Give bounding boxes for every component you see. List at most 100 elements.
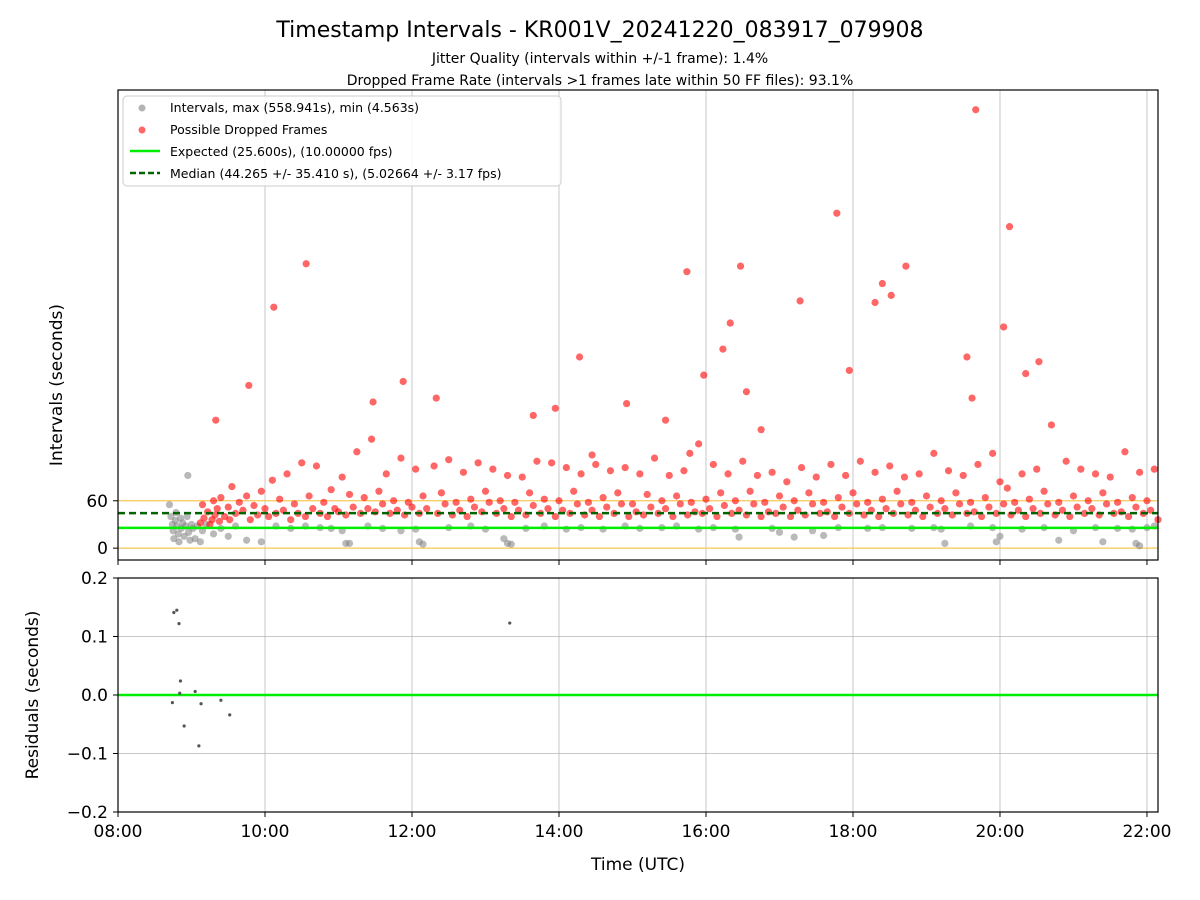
time-x-ticks: 08:00 10:00 12:00 14:00 16:00 18:00 20:00 22:00 <box>94 812 1171 842</box>
dropped-frame-point <box>922 492 931 500</box>
dropped-frame-point <box>320 498 328 506</box>
dropped-frame-point <box>555 497 563 505</box>
legend-marker-dropped <box>138 126 146 134</box>
dropped-frame-point <box>290 500 298 508</box>
interval-point <box>937 525 945 533</box>
dropped-frame-point <box>827 460 835 469</box>
interval-point <box>165 501 174 509</box>
dropped-frame-point <box>235 498 243 506</box>
dropped-frame-point <box>805 489 813 497</box>
interval-point <box>170 535 178 543</box>
dropped-frame-point <box>871 298 879 307</box>
dropped-frame-point <box>423 505 431 513</box>
interval-point <box>257 538 265 546</box>
interval-point <box>345 539 354 548</box>
dropped-frame-point <box>1099 489 1107 497</box>
dropped-frame-point <box>211 511 219 519</box>
intervals-axes-frame <box>117 89 1159 561</box>
dropped-frame-point <box>1128 493 1136 502</box>
dropped-frame-point <box>1073 503 1081 511</box>
dropped-frame-point <box>941 505 949 513</box>
dropped-frame-point <box>529 501 537 510</box>
dropped-frame-point <box>757 512 765 521</box>
dropped-frame-point <box>908 498 916 506</box>
time-x-tick-label: 16:00 <box>681 822 730 842</box>
interval-point <box>196 538 204 546</box>
dropped-frame-point <box>1113 498 1122 506</box>
dropped-frame-point <box>812 473 820 481</box>
dropped-frame-point <box>1132 503 1140 511</box>
dropped-frame-point <box>878 495 886 503</box>
interval-point <box>775 528 784 536</box>
dropped-frame-point <box>246 516 254 524</box>
interval-point <box>174 530 182 538</box>
dropped-frame-point <box>353 448 361 456</box>
dropped-frame-point <box>349 503 357 511</box>
legend-entry-median: Median (44.265 +/- 35.410 s), (5.02664 +… <box>170 166 501 181</box>
dropped-frame-point <box>683 268 691 276</box>
time-x-axis-label: Time (UTC) <box>590 855 685 875</box>
dropped-frame-point <box>1080 509 1089 517</box>
dropped-frame-point <box>702 495 710 503</box>
intervals-y-ticks: 0 60 <box>86 492 118 559</box>
dropped-frame-point <box>768 468 776 476</box>
dropped-frame-point <box>573 500 581 508</box>
dropped-frame-point <box>985 503 993 511</box>
dropped-frame-point <box>1088 505 1096 513</box>
dropped-frame-point <box>226 516 234 524</box>
dropped-frame-point <box>728 509 736 517</box>
dropped-frame-point <box>1029 505 1037 513</box>
dropped-frame-point <box>845 366 853 375</box>
dropped-frame-point <box>467 495 475 503</box>
legend-box <box>122 95 562 187</box>
intervals-y-axis-label: Intervals (seconds) <box>47 304 67 466</box>
interval-point <box>419 540 427 548</box>
dropped-frame-point <box>944 467 953 475</box>
dropped-frame-point <box>209 497 218 505</box>
dropped-frame-point <box>902 262 910 270</box>
dropped-frame-point <box>1040 487 1048 495</box>
dropped-frame-point <box>257 487 265 495</box>
residuals-y-ticks: −0.2 −0.1 0.0 0.1 0.2 <box>67 569 118 823</box>
residuals-y-tick-label: −0.2 <box>67 803 108 823</box>
dropped-frame-point <box>437 489 445 497</box>
dropped-frame-point <box>614 489 622 497</box>
dropped-frame-point <box>507 512 515 521</box>
dropped-frame-point <box>757 426 765 434</box>
dropped-frame-point <box>753 471 762 480</box>
dropped-frame-point <box>1047 421 1056 429</box>
dropped-frame-point <box>963 353 971 361</box>
dropped-frame-point <box>672 492 681 500</box>
dropped-frame-point <box>713 512 721 521</box>
dropped-frame-point <box>709 460 717 469</box>
dropped-frame-point <box>386 509 394 517</box>
dropped-frame-point <box>919 512 927 521</box>
legend-entry-dropped: Possible Dropped Frames <box>170 122 327 137</box>
dropped-frame-point <box>937 497 945 505</box>
interval-point <box>1055 536 1063 544</box>
dropped-frame-point <box>1091 470 1100 478</box>
time-x-tick-label: 18:00 <box>828 822 877 842</box>
dropped-frame-point <box>761 498 769 506</box>
dropped-frame-point <box>952 489 960 497</box>
dropped-frame-point <box>772 509 780 517</box>
intervals-panel: 0 60 Intervals (seconds) Intervals, max (… <box>47 89 1162 565</box>
dropped-frame-point <box>726 319 734 327</box>
dropped-frame-point <box>1150 465 1158 473</box>
interval-point <box>819 531 828 540</box>
dropped-frame-point <box>746 487 754 495</box>
dropped-frame-point <box>309 505 317 513</box>
residual-point <box>197 744 201 748</box>
dropped-frame-point <box>588 451 596 459</box>
dropped-frame-point <box>775 492 784 500</box>
dropped-frame-point <box>808 500 817 508</box>
dropped-frame-point <box>1036 509 1045 517</box>
dropped-frame-point <box>966 498 975 506</box>
dropped-frame-point <box>853 500 861 508</box>
interval-point <box>562 525 570 533</box>
residuals-y-axis-label: Residuals (seconds) <box>23 611 43 780</box>
dropped-frame-points <box>196 106 1162 529</box>
dropped-frame-point <box>1125 512 1133 521</box>
dropped-frame-point <box>720 501 728 510</box>
time-x-tick-label: 20:00 <box>975 822 1024 842</box>
